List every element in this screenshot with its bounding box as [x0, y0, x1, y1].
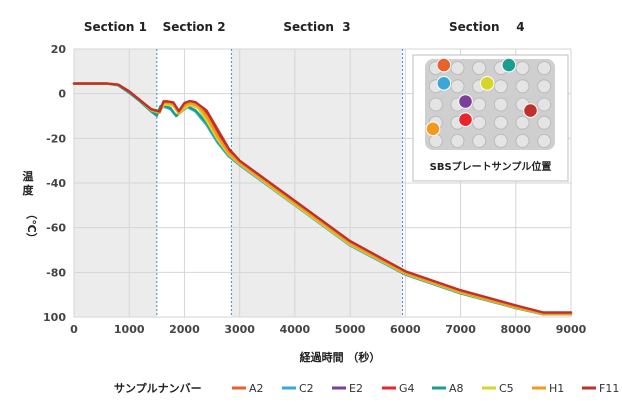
- y-axis-unit: （℃）: [25, 208, 38, 243]
- plate-marker-a2: [436, 57, 452, 73]
- legend-item-f11: F11: [582, 382, 619, 395]
- y-tick-label: -20: [46, 132, 66, 145]
- plate-well: [493, 97, 508, 112]
- plate-well: [537, 115, 552, 130]
- x-tick-label: 1000: [114, 323, 145, 336]
- plate-well: [472, 97, 487, 112]
- plate-marker-a8: [501, 57, 517, 73]
- legend-label: F11: [599, 382, 619, 395]
- section-label-1: Section 1: [84, 20, 147, 34]
- legend-label: E2: [349, 382, 363, 395]
- plate-well: [450, 61, 465, 75]
- plate-well: [472, 115, 487, 130]
- x-tick-labels: 0 1000 2000 3000 4000 5000 6000 7000 8000 9000: [70, 323, 586, 336]
- legend-title: サンプルナンバー: [114, 381, 202, 395]
- plate-well: [493, 79, 508, 94]
- legend-item-a8: A8: [432, 382, 464, 395]
- plate-marker-g4: [458, 112, 473, 127]
- y-tick-label: -40: [46, 177, 66, 190]
- plate-well: [537, 61, 552, 75]
- x-tick-label: 0: [70, 323, 78, 336]
- legend-item-e2: E2: [332, 382, 363, 395]
- y-tick-label: -80: [46, 266, 66, 279]
- x-tick-label: 8000: [500, 323, 531, 336]
- legend-label: C5: [499, 382, 514, 395]
- legend-item-h1: H1: [532, 382, 564, 395]
- x-axis-title: 経過時間 （秒）: [300, 350, 381, 364]
- plate-well: [428, 133, 443, 148]
- inset-label: SBSプレートサンプル位置: [430, 160, 552, 173]
- section-label-4: Section 4: [449, 20, 525, 34]
- y-tick-label: 20: [51, 43, 67, 56]
- y-axis-title-char-2: 度: [23, 183, 35, 197]
- plate-well: [515, 133, 530, 148]
- section-dividers: [156, 49, 404, 317]
- plate-marker-c5: [479, 76, 495, 91]
- plate-body: [425, 59, 555, 150]
- plate-well: [472, 61, 487, 75]
- x-tick-label: 2000: [169, 323, 200, 336]
- plate-well: [472, 133, 487, 148]
- y-tick-labels: 20 0 -20 -40 -60 -80 100: [43, 43, 66, 324]
- x-tick-label: 3000: [224, 323, 255, 336]
- series-line-f11: [72, 82, 573, 314]
- x-tick-label: 5000: [335, 323, 366, 336]
- legend-label: H1: [549, 382, 564, 395]
- legend: A2 C2 E2 G4 A8 C5 H1 F11: [232, 382, 619, 395]
- series-lines: [72, 82, 573, 316]
- grid-lines: [73, 48, 572, 318]
- legend-item-g4: G4: [382, 382, 415, 395]
- x-tick-label: 7000: [445, 323, 476, 336]
- legend-label: G4: [399, 382, 415, 395]
- plate-well: [493, 115, 508, 130]
- legend-item-c5: C5: [482, 382, 514, 395]
- plate-marker-f11: [523, 103, 538, 118]
- legend-item-a2: A2: [232, 382, 264, 395]
- x-tick-label: 9000: [556, 323, 587, 336]
- legend-label: C2: [299, 382, 314, 395]
- sbs-plate-inset: SBSプレートサンプル位置: [412, 54, 569, 182]
- plate-well: [450, 133, 465, 148]
- plate-well: [428, 97, 443, 112]
- x-tick-label: 6000: [390, 323, 421, 336]
- y-tick-label: 0: [58, 88, 66, 101]
- y-axis-title-char-1: 温: [23, 169, 34, 183]
- plate-marker-e2: [458, 94, 473, 109]
- plate-well: [493, 133, 508, 148]
- plate-well: [515, 115, 530, 130]
- section-label-3: Section 3: [283, 20, 350, 34]
- plate-well: [537, 133, 552, 148]
- plate-well: [537, 97, 552, 112]
- section-label-2: Section 2: [163, 20, 226, 34]
- legend-label: A2: [249, 382, 264, 395]
- legend-item-c2: C2: [282, 382, 314, 395]
- plate-marker-c2: [436, 76, 452, 91]
- legend-label: A8: [449, 382, 464, 395]
- plate-marker-h1: [425, 121, 441, 137]
- section-labels: Section 1 Section 2 Section 3 Section 4: [84, 20, 525, 34]
- plate-well: [537, 79, 552, 94]
- plate-well: [515, 61, 530, 75]
- y-tick-label: 100: [43, 311, 66, 324]
- x-tick-label: 4000: [280, 323, 311, 336]
- plate-well: [515, 79, 530, 94]
- y-tick-label: -60: [46, 222, 66, 235]
- plate-well: [450, 79, 465, 94]
